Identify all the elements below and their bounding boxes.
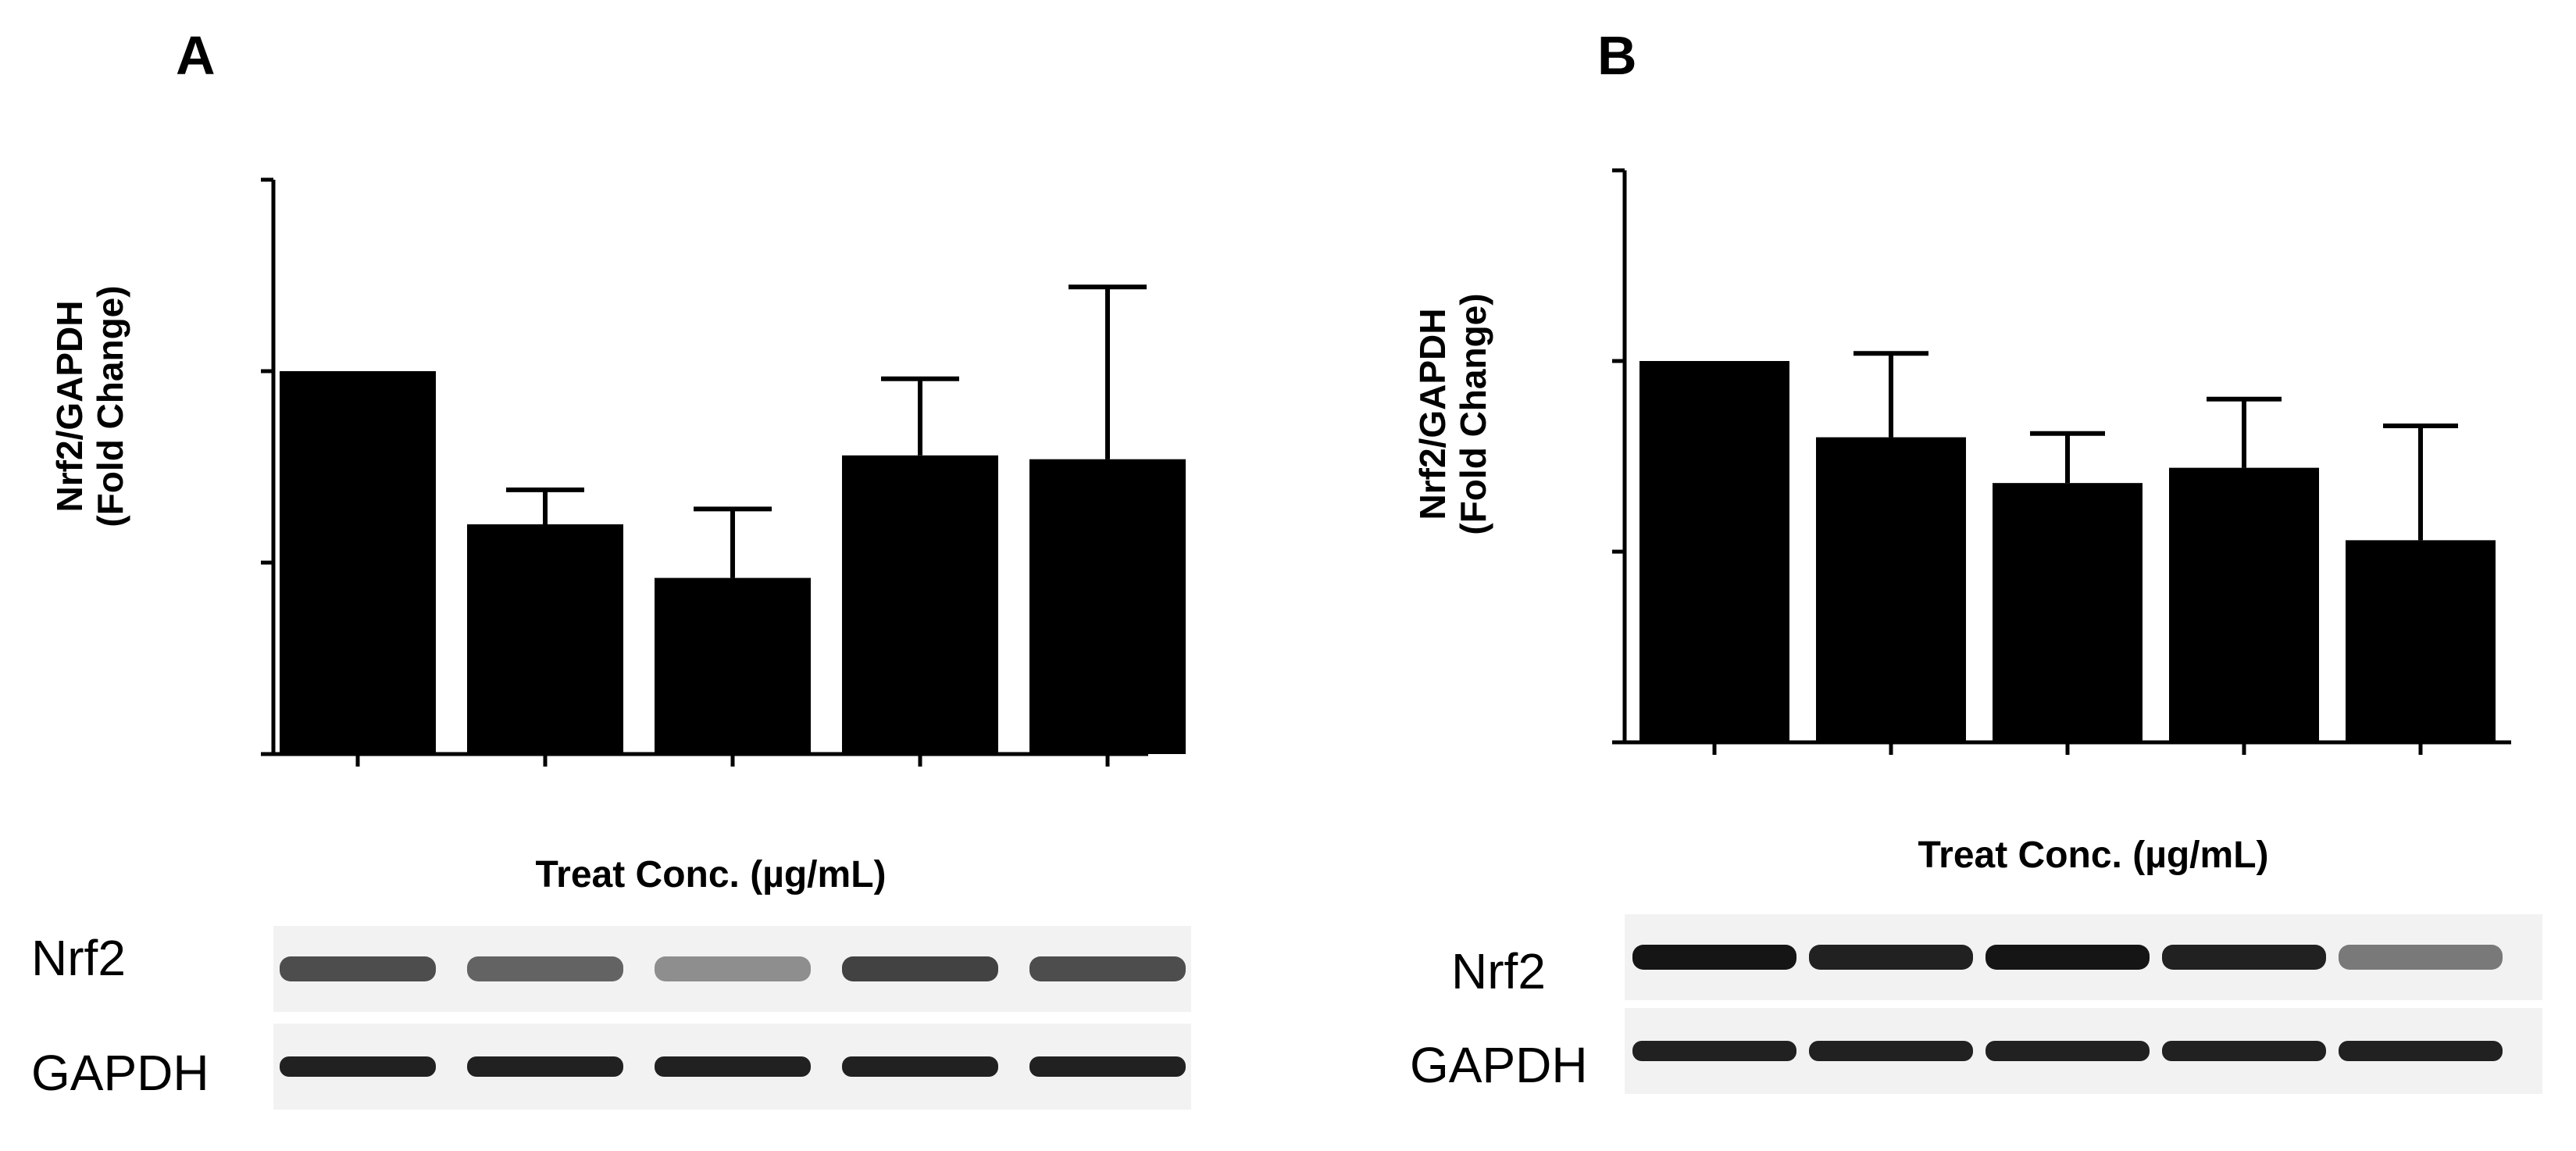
panel-a-bar-0: [280, 371, 436, 754]
panel-a-blot-nrf2-band: [842, 956, 998, 981]
panel-a-blot-nrf2-band: [280, 956, 436, 981]
panel-a-ylabel-line1: Nrf2/GAPDH: [49, 301, 90, 513]
panel-a-blot-gapdh-band: [655, 1056, 811, 1077]
panel-b-blot-nrf2-band: [1809, 945, 1973, 970]
panel-b-blot-gapdh-band: [2339, 1041, 2503, 1061]
panel-a-bar-100: [842, 455, 998, 754]
panel-a: A Nrf2/GAPDH (Fold Change) Treat Conc. (…: [31, 25, 1191, 1110]
panel-b-blot-label-nrf2: Nrf2: [1451, 943, 1546, 999]
panel-b-blot: [1625, 914, 2542, 1094]
panel-b-blot-gapdh-band: [1986, 1041, 2150, 1061]
panel-b-bar-25: [1816, 437, 1966, 742]
panel-a-blot-gapdh-band: [280, 1056, 436, 1077]
panel-b-ylabel-line2: (Fold Change): [1453, 293, 1493, 534]
panel-b-blot-nrf2-band: [1986, 945, 2150, 970]
panel-a-bar-50: [655, 577, 811, 754]
panel-a-blot-gapdh-band: [842, 1056, 998, 1077]
panel-a-bar-200: [1029, 459, 1186, 754]
panel-a-blot-gapdh-band: [1029, 1056, 1186, 1077]
panel-a-blot-nrf2-band: [1029, 956, 1186, 981]
panel-b-blot-gapdh-band: [2162, 1041, 2326, 1061]
panel-b-blot-nrf2-band: [1632, 945, 1796, 970]
panel-b-blot-nrf2-band: [2162, 945, 2326, 970]
panel-b-blot-label-gapdh: GAPDH: [1410, 1037, 1588, 1093]
panel-b-label: B: [1597, 25, 1637, 86]
panel-a-ylabel-line2: (Fold Change): [90, 285, 130, 527]
panel-b-blot-nrf2-band: [2339, 945, 2503, 970]
panel-b-chart: [1612, 168, 2511, 755]
panel-b-bar-0: [1639, 361, 1789, 742]
panel-a-label: A: [176, 25, 216, 86]
panel-b-ylabel: Nrf2/GAPDH (Fold Change): [1412, 293, 1493, 534]
panel-b-blot-gapdh-band: [1809, 1041, 1973, 1061]
panel-b-xlabel: Treat Conc. (µg/mL): [1918, 835, 2268, 876]
panel-a-xlabel: Treat Conc. (µg/mL): [535, 854, 886, 895]
panel-b-bar-100: [2169, 467, 2319, 742]
panel-a-blot-nrf2-band: [467, 956, 623, 981]
panel-b-bar-50: [1993, 483, 2143, 742]
panel-b-bar-200: [2346, 540, 2496, 742]
panel-a-bar-25: [467, 524, 623, 754]
panel-b-blot-gapdh-band: [1632, 1041, 1796, 1061]
panel-a-blot: [273, 926, 1191, 1110]
panel-b: B Nrf2/GAPDH (Fold Change) Treat Conc. (…: [1410, 25, 2542, 1094]
panel-a-chart: [261, 177, 1186, 767]
panel-a-blot-gapdh-band: [467, 1056, 623, 1077]
panel-a-blot-label-gapdh: GAPDH: [31, 1045, 209, 1101]
panel-b-ylabel-line1: Nrf2/GAPDH: [1412, 309, 1453, 520]
panel-a-ylabel: Nrf2/GAPDH (Fold Change): [49, 285, 130, 527]
panel-a-blot-nrf2-band: [655, 956, 811, 981]
panel-a-blot-label-nrf2: Nrf2: [31, 930, 126, 986]
